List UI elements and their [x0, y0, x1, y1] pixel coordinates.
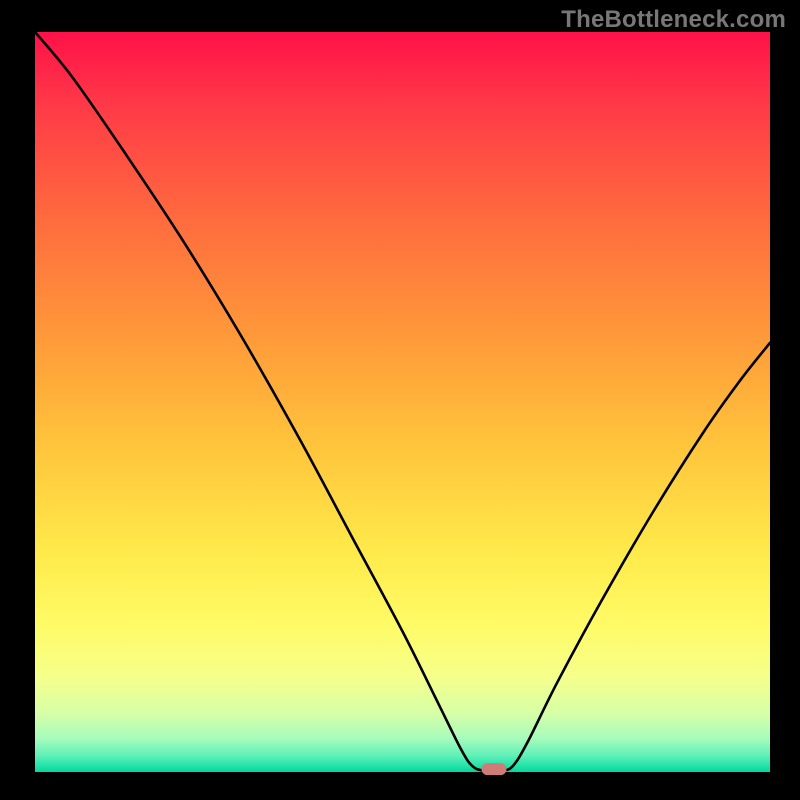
chart-stage: TheBottleneck.com	[0, 0, 800, 800]
plot-area	[35, 32, 770, 772]
optimal-marker	[482, 763, 507, 775]
curve-path	[35, 32, 770, 771]
bottleneck-curve	[35, 32, 770, 772]
watermark-text: TheBottleneck.com	[561, 6, 786, 34]
